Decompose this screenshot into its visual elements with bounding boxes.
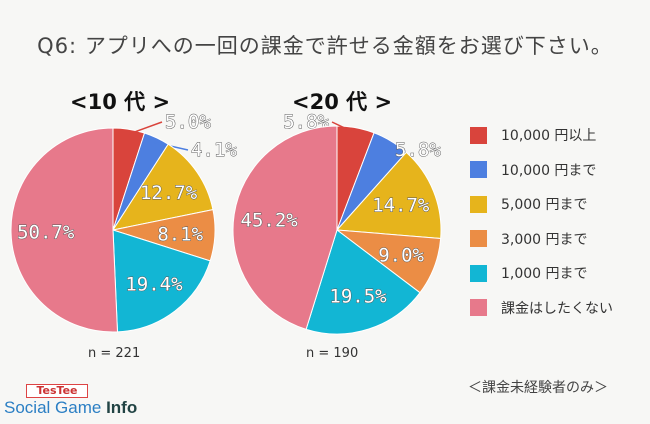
legend-swatch: [470, 126, 487, 144]
data-label: 50.7%: [17, 221, 75, 243]
data-label: 12.7%: [140, 182, 198, 204]
pie-slice: [112, 229, 211, 333]
data-label: 4.1%: [191, 139, 237, 161]
sample-size-10s: n = 221: [88, 346, 141, 361]
legend-item: 1,000 円まで: [470, 256, 613, 291]
legend-item: 5,000 円まで: [470, 187, 613, 222]
sample-size-20s: n = 190: [306, 346, 359, 361]
legend-item: 課金はしたくない: [470, 291, 613, 326]
site-logo: Social Game Info: [4, 398, 137, 418]
data-label: 5.0%: [165, 111, 211, 133]
respondent-note: ＜課金未経験者のみ＞: [468, 380, 608, 396]
pie-slice: [10, 127, 119, 333]
leader-line: [387, 145, 393, 151]
legend-label: 10,000 円以上: [501, 128, 597, 145]
pie-slice: [111, 143, 214, 231]
legend-label: 課金はしたくない: [501, 300, 613, 317]
data-label: 8.1%: [157, 224, 203, 246]
legend-swatch: [470, 195, 487, 213]
pie-slice: [305, 229, 421, 335]
pie-slice: [335, 151, 442, 240]
pie-title-20s: <20 代 >: [292, 90, 393, 114]
legend: 10,000 円以上 10,000 円まで 5,000 円まで 3,000 円ま…: [470, 118, 613, 325]
legend-item: 10,000 円まで: [470, 153, 613, 188]
pie-slice: [232, 125, 338, 330]
legend-label: 3,000 円まで: [501, 231, 588, 248]
legend-swatch: [470, 161, 487, 179]
site-logo-main: Social Game: [4, 398, 102, 417]
legend-item: 3,000 円まで: [470, 222, 613, 257]
legend-label: 5,000 円まで: [501, 197, 588, 214]
data-label: 45.2%: [241, 210, 299, 232]
legend-item: 10,000 円以上: [470, 118, 613, 153]
legend-label: 1,000 円まで: [501, 266, 588, 283]
data-label: 9.0%: [378, 244, 424, 266]
legend-label: 10,000 円まで: [501, 162, 597, 179]
data-label: 19.4%: [125, 273, 183, 295]
chart-title: Q6: アプリへの一回の課金で許せる金額をお選び下さい。: [37, 34, 613, 58]
data-label: 19.5%: [329, 285, 387, 307]
pie-title-10s: <10 代 >: [70, 90, 171, 114]
testee-logo: TesTee: [26, 384, 88, 398]
site-logo-bold: Info: [106, 398, 138, 417]
legend-swatch: [470, 264, 487, 282]
legend-swatch: [470, 299, 487, 317]
leader-line: [331, 121, 356, 134]
leader-line: [127, 121, 163, 135]
legend-swatch: [470, 230, 487, 248]
data-label: 14.7%: [372, 195, 430, 217]
